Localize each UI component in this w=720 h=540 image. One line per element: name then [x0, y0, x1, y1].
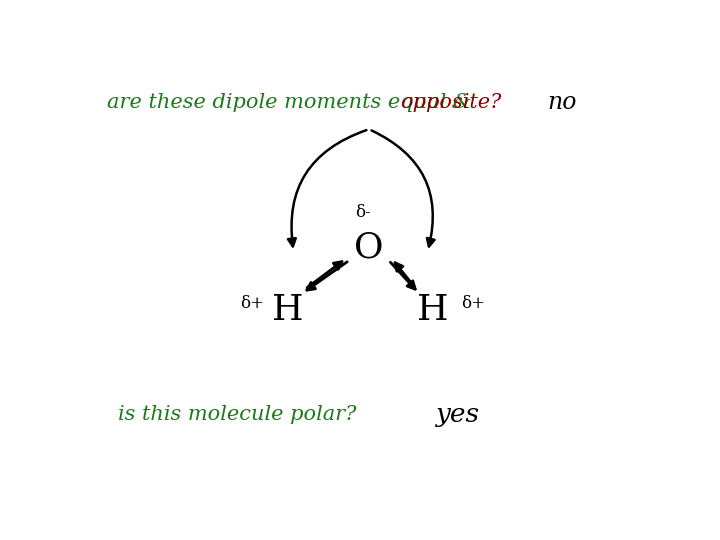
Text: O: O: [354, 231, 384, 265]
FancyArrowPatch shape: [372, 131, 435, 246]
Text: H: H: [418, 293, 449, 327]
Text: opposite?: opposite?: [400, 93, 501, 112]
Text: yes: yes: [436, 402, 480, 427]
Text: δ-: δ-: [356, 204, 372, 221]
Text: no: no: [547, 91, 577, 114]
Text: δ+: δ+: [240, 295, 264, 312]
Text: are these dipole moments equal &: are these dipole moments equal &: [107, 93, 478, 112]
Text: H: H: [272, 293, 304, 327]
Text: δ+: δ+: [462, 295, 485, 312]
FancyArrowPatch shape: [288, 130, 366, 246]
Text: is this molecule polar?: is this molecule polar?: [118, 404, 356, 423]
